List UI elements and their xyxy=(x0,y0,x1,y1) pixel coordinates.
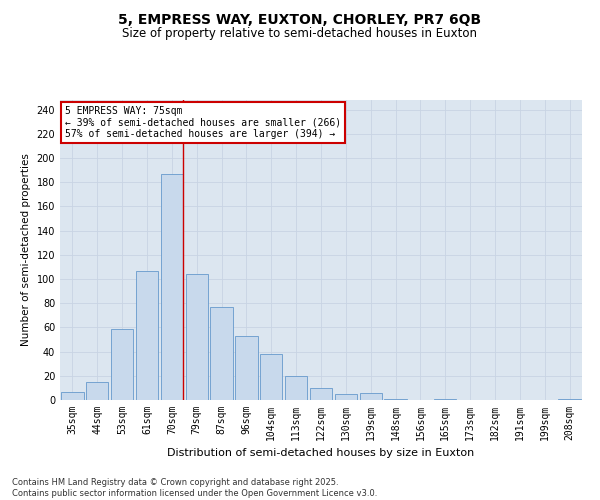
Text: Size of property relative to semi-detached houses in Euxton: Size of property relative to semi-detach… xyxy=(122,28,478,40)
Text: Contains HM Land Registry data © Crown copyright and database right 2025.
Contai: Contains HM Land Registry data © Crown c… xyxy=(12,478,377,498)
Y-axis label: Number of semi-detached properties: Number of semi-detached properties xyxy=(21,154,31,346)
Bar xyxy=(310,388,332,400)
Bar xyxy=(285,376,307,400)
Bar xyxy=(136,270,158,400)
Bar xyxy=(111,328,133,400)
Bar xyxy=(359,392,382,400)
Bar xyxy=(559,399,581,400)
Bar xyxy=(161,174,183,400)
Bar xyxy=(86,382,109,400)
Bar xyxy=(335,394,357,400)
Bar xyxy=(211,307,233,400)
Bar xyxy=(385,399,407,400)
Bar xyxy=(434,399,457,400)
X-axis label: Distribution of semi-detached houses by size in Euxton: Distribution of semi-detached houses by … xyxy=(167,448,475,458)
Text: 5 EMPRESS WAY: 75sqm
← 39% of semi-detached houses are smaller (266)
57% of semi: 5 EMPRESS WAY: 75sqm ← 39% of semi-detac… xyxy=(65,106,341,139)
Bar xyxy=(61,392,83,400)
Bar xyxy=(260,354,283,400)
Bar xyxy=(235,336,257,400)
Text: 5, EMPRESS WAY, EUXTON, CHORLEY, PR7 6QB: 5, EMPRESS WAY, EUXTON, CHORLEY, PR7 6QB xyxy=(118,12,482,26)
Bar xyxy=(185,274,208,400)
